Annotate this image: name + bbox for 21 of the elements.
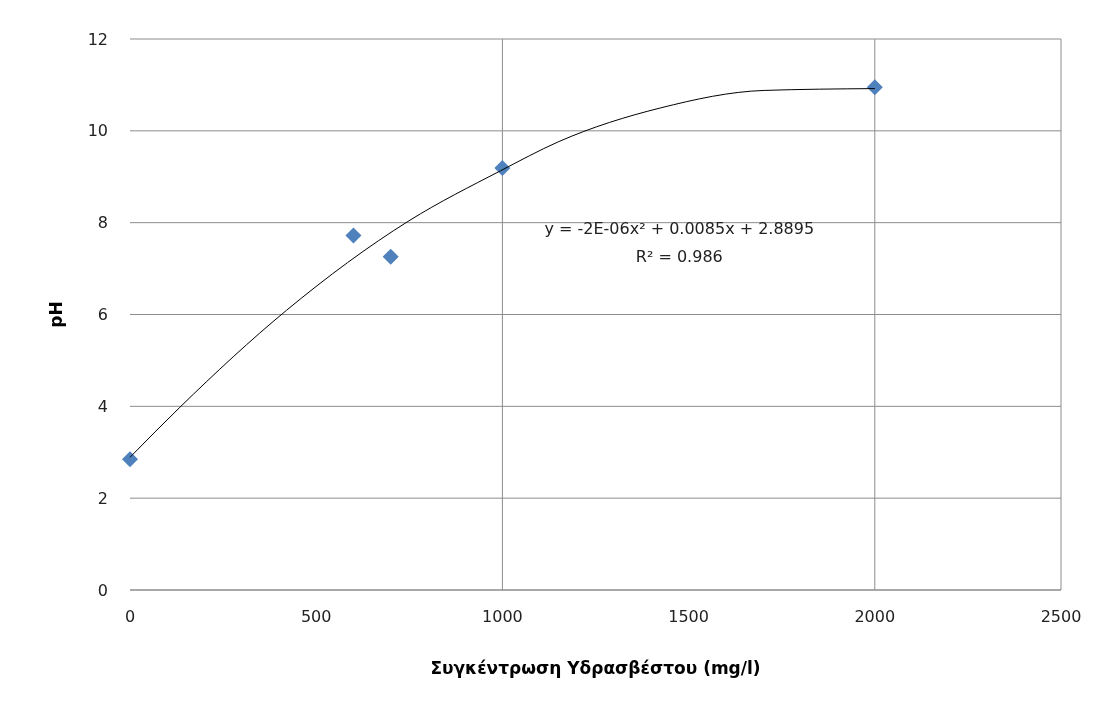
point — [122, 451, 138, 468]
y-tick-label: 4 — [97, 396, 108, 416]
point — [382, 248, 399, 265]
x-tick-label: 2000 — [854, 607, 896, 626]
x-tick-label: 0 — [124, 607, 136, 626]
x-tick-label: 1500 — [668, 607, 709, 626]
y-tick-label: 12 — [87, 29, 108, 49]
y-tick-label: 2 — [97, 488, 108, 508]
annotation: y = -2E-06x² + 0.0085x + 2.8895 — [544, 218, 815, 238]
x-axis-title: Συγκέντρωση Υδρασβέστου (mg/l) — [430, 658, 761, 678]
point — [345, 227, 362, 244]
x-tick-label: 500 — [300, 607, 332, 626]
y-tick-label: 8 — [97, 213, 108, 233]
y-tick-label: 6 — [97, 305, 108, 325]
y-tick-label: 0 — [97, 580, 108, 600]
y-tick-label: 10 — [87, 121, 108, 141]
y-axis-title: pH — [46, 301, 66, 328]
x-tick-label: 1000 — [482, 607, 523, 626]
x-tick-label: 2500 — [1040, 607, 1082, 626]
point — [866, 79, 883, 96]
annotation: R² = 0.986 — [635, 246, 723, 266]
